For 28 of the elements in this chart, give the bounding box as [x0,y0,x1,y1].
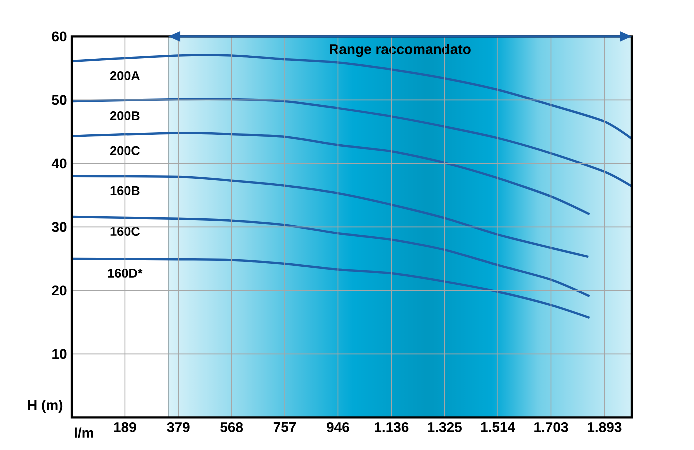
y-tick-label: 10 [52,349,67,360]
line-series [70,98,634,188]
y-tick-label: 60 [52,32,67,42]
line-series [70,216,591,298]
x-tick-label: 1.514 [481,422,516,432]
x-tick-label: 757 [274,422,296,432]
x-tick-label: 379 [167,422,190,432]
line-series [70,175,590,258]
y-tick-label: 40 [52,158,67,169]
x-tick-label: 1.136 [375,422,409,432]
x-tick-label: 1.703 [534,422,568,432]
line-series [70,132,591,216]
x-tick-label: 189 [114,422,136,432]
x-tick-label: 1.325 [428,422,462,432]
series-label: 160B [110,186,140,196]
series-label: 160D* [108,268,143,278]
x-tick-label: 1.893 [588,422,622,432]
series-label: 200C [110,146,140,156]
y-tick-label: 20 [52,286,67,296]
x-tick-label: 568 [220,422,244,432]
x-axis-title: l/m [75,428,94,438]
series-label: 200B [110,111,140,120]
series-label: 200A [110,71,140,80]
y-tick-label: 50 [52,95,67,106]
y-axis-title: H (m) [28,400,63,414]
y-tick-label: 30 [52,222,67,232]
x-tick-label: 946 [327,422,350,432]
line-series [70,258,591,320]
